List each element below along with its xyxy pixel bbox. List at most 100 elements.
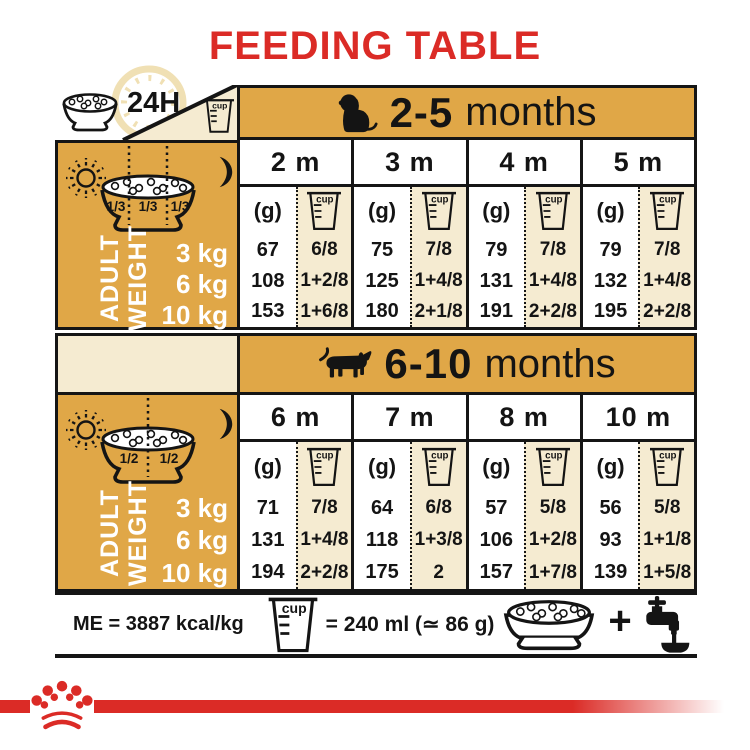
- grams-value: 180: [365, 300, 399, 323]
- grams-value: 194: [251, 561, 285, 584]
- measuring-cup-icon: cup: [204, 99, 234, 133]
- diagonal-divider: [122, 85, 237, 140]
- cups-value: 2+1/8: [414, 300, 463, 322]
- food-bowl-icon: [62, 93, 118, 132]
- weight-row-label: 3 kg: [175, 493, 228, 523]
- metabolizable-energy-label: ME = 3887 kcal/kg: [73, 613, 244, 635]
- measuring-cup-icon: cup: [268, 597, 318, 652]
- month-column: 8 m (g) 57 106 157 cup 5/8 1+2/8 1+7/8: [465, 395, 580, 589]
- cups-value: 5/8: [539, 497, 567, 519]
- cups-value: 6/8: [425, 497, 452, 519]
- svg-text:cup: cup: [317, 451, 334, 462]
- grams-value: 191: [479, 300, 513, 323]
- grams-unit-label: (g): [253, 454, 282, 479]
- section-header-6-10-months: 6-10 months: [237, 333, 697, 395]
- cups-value: 1+1/8: [643, 529, 692, 551]
- cups-value: 1+4/8: [414, 270, 463, 291]
- feeding-grid-2-5-months: 2 m (g) 67 108 153 cup 6/8 1+2/8 1+6/8 3…: [237, 140, 697, 330]
- grams-value: 108: [251, 269, 285, 292]
- measuring-cup-icon: cup: [421, 447, 456, 486]
- dachshund-icon: [319, 347, 372, 378]
- cups-value: 1+7/8: [528, 561, 577, 583]
- svg-text:cup: cup: [317, 195, 334, 206]
- age-range: 2-5: [389, 88, 454, 136]
- grams-value: 153: [251, 300, 285, 323]
- svg-text:cup: cup: [431, 195, 448, 206]
- bowl-thirds-icon: 1/3 1/3 1/3: [100, 146, 196, 232]
- age-range: 6-10: [384, 340, 473, 387]
- plus-sign: +: [608, 599, 632, 643]
- daily-ration-cell: 24H cup: [55, 65, 237, 141]
- bowl-halves-icon: 1/2 1/2: [100, 398, 196, 484]
- grams-unit-label: (g): [368, 198, 397, 223]
- month-label: 10 m: [582, 395, 694, 442]
- cups-value: 1+6/8: [300, 300, 349, 322]
- grams-value: 131: [251, 528, 285, 551]
- weight-row-label: 6 kg: [175, 525, 228, 555]
- svg-text:1/3: 1/3: [171, 199, 190, 214]
- cups-value: 1+4/8: [528, 270, 577, 291]
- month-label: 8 m: [468, 395, 580, 442]
- measuring-cup-icon: cup: [535, 447, 570, 486]
- svg-text:1/3: 1/3: [107, 199, 126, 214]
- grams-value: 67: [256, 238, 279, 261]
- measuring-cup-icon: cup: [535, 191, 570, 230]
- weight-row-label: 10 kg: [161, 300, 229, 330]
- month-column: 5 m (g) 79 132 195 cup 7/8 1+4/8 2+2/8: [579, 140, 694, 327]
- grams-value: 93: [599, 528, 622, 551]
- section-divider-cell: [55, 333, 237, 395]
- grams-value: 56: [599, 496, 622, 519]
- grams-value: 79: [599, 238, 622, 261]
- cups-value: 1+4/8: [643, 270, 692, 291]
- grams-value: 131: [479, 269, 513, 292]
- grams-unit-label: (g): [482, 198, 511, 223]
- measuring-cup-icon: cup: [421, 191, 456, 230]
- svg-text:cup: cup: [545, 451, 562, 462]
- grams-value: 125: [365, 269, 399, 292]
- moon-icon: [219, 408, 233, 440]
- sun-icon: [66, 158, 106, 198]
- cups-value: 1+3/8: [414, 529, 463, 551]
- water-tap-icon: [646, 595, 690, 653]
- cups-value: 2+2/8: [528, 300, 577, 322]
- svg-text:cup: cup: [212, 101, 227, 111]
- grams-value: 175: [365, 561, 399, 584]
- month-label: 6 m: [240, 395, 352, 442]
- cups-value: 2+2/8: [643, 300, 692, 322]
- ration-panel-2-5-months: 1/3 1/3 1/3 ADULT WEIGHT 3 kg 6 kg 10 kg: [55, 140, 237, 331]
- cups-value: 1+5/8: [643, 561, 692, 583]
- svg-text:cup: cup: [659, 195, 676, 206]
- age-unit: months: [465, 90, 597, 134]
- month-label: 7 m: [354, 395, 466, 442]
- section-header-2-5-months: 2-5 months: [237, 85, 697, 140]
- cups-value: 7/8: [539, 239, 567, 261]
- grams-unit-label: (g): [368, 454, 397, 479]
- grams-value: 64: [370, 496, 394, 519]
- cups-value: 7/8: [653, 239, 681, 261]
- grams-unit-label: (g): [253, 198, 282, 223]
- grams-value: 139: [593, 561, 628, 584]
- svg-text:cup: cup: [659, 451, 676, 462]
- grams-unit-label: (g): [596, 198, 625, 223]
- feeding-grid-6-10-months: 6 m (g) 71 131 194 cup 7/8 1+4/8 2+2/8 7…: [237, 395, 697, 592]
- red-bar-left: [0, 700, 30, 713]
- cups-value: 1+2/8: [528, 529, 577, 551]
- cups-value: 7/8: [311, 497, 338, 519]
- grams-value: 106: [479, 528, 513, 551]
- measuring-cup-icon: cup: [650, 191, 685, 230]
- cups-value: 7/8: [425, 239, 452, 261]
- measuring-cup-icon: cup: [307, 447, 342, 486]
- month-label: 2 m: [240, 140, 352, 187]
- age-unit: months: [484, 341, 616, 386]
- month-column: 3 m (g) 75 125 180 cup 7/8 1+4/8 2+1/8: [351, 140, 466, 327]
- grams-value: 75: [370, 238, 394, 261]
- ration-panel-6-10-months: 1/2 1/2 ADULT WEIGHT 3 kg 6 kg 10 kg: [55, 395, 237, 592]
- month-column: 6 m (g) 71 131 194 cup 7/8 1+4/8 2+2/8: [240, 395, 352, 589]
- month-label: 5 m: [582, 140, 694, 187]
- month-label: 4 m: [468, 140, 580, 187]
- food-bowl-icon: [504, 599, 595, 650]
- sun-icon: [66, 410, 106, 450]
- grams-value: 57: [485, 496, 508, 519]
- cups-value: 1+2/8: [300, 270, 349, 291]
- page-title: FEEDING TABLE: [208, 24, 542, 68]
